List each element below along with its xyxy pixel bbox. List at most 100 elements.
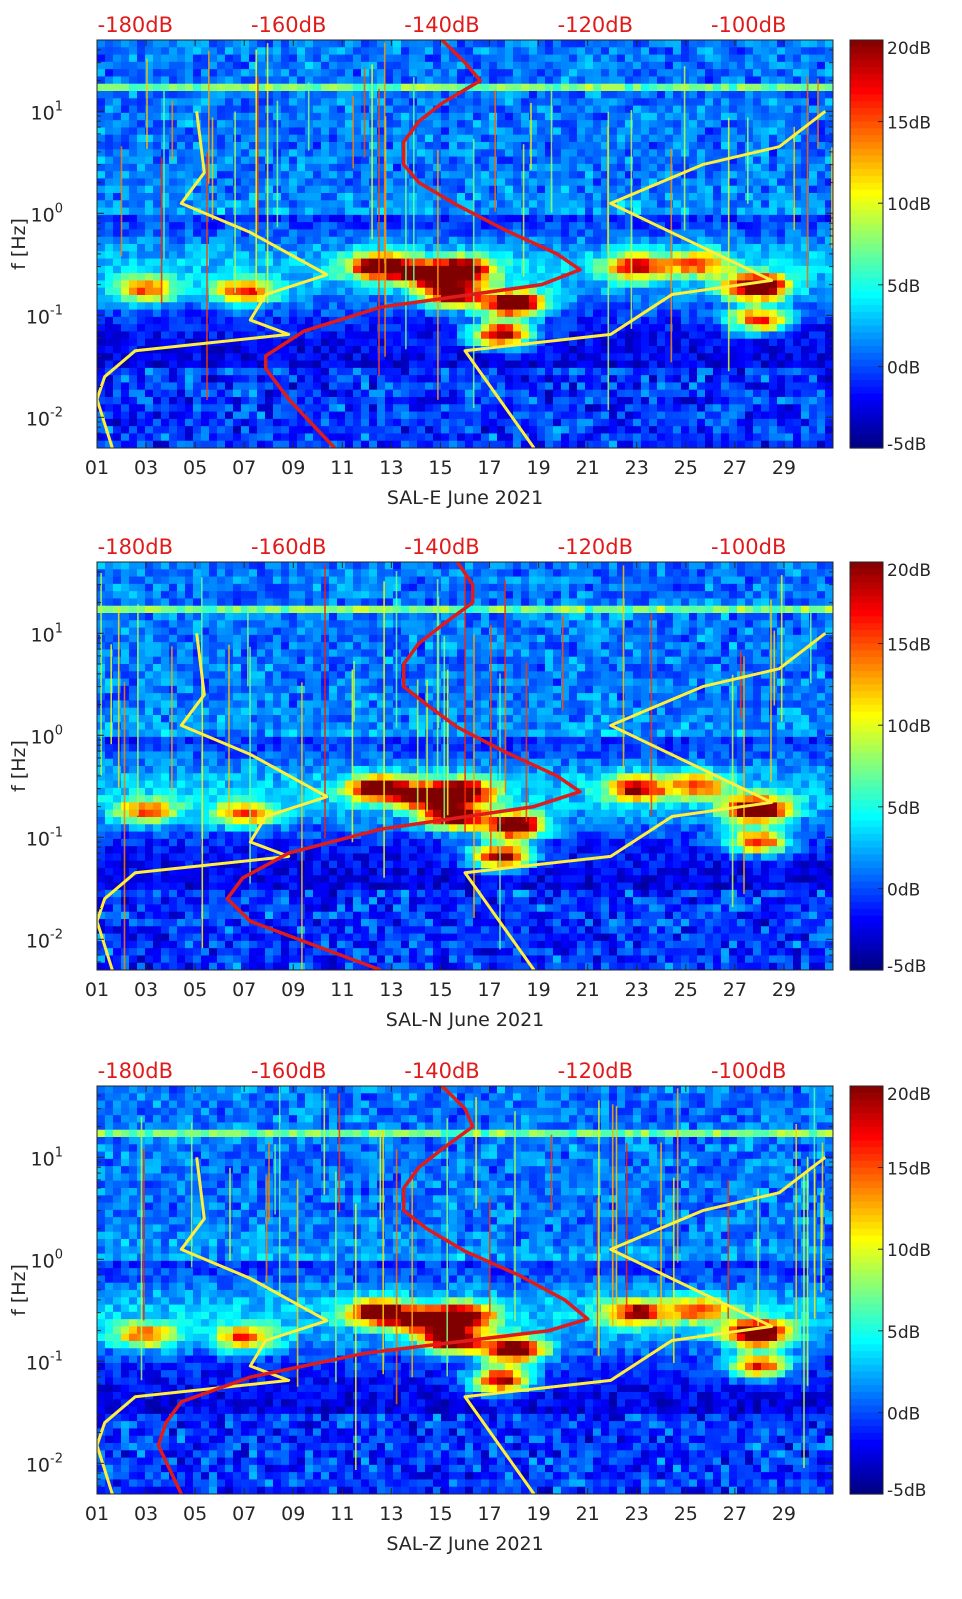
spectrogram-cell [433,433,442,442]
spectrogram-cell [233,127,242,136]
spectrogram-cell [457,200,466,209]
spectrogram-cell [753,200,762,209]
spectrogram-cell [593,61,602,70]
spectrogram-cell [721,265,730,274]
spectrogram-cell [713,207,722,216]
spectrogram-cell [721,295,730,303]
spectrogram-cell [681,258,690,267]
spectrogram-cell [209,433,218,442]
spectrogram-cell [265,433,274,442]
spectrogram-cell [665,251,674,260]
spectrogram-cell [769,426,778,435]
spectrogram-cell [585,367,594,376]
spectrogram-cell [777,91,786,99]
spectrogram-cell [409,426,418,435]
spectrogram-cell [737,244,746,252]
spectrogram-cell [353,316,362,325]
spectrogram-cell [425,142,434,150]
spectrogram-cell [625,411,634,420]
spectrogram-cell [761,178,770,187]
spectrogram-cell [649,346,658,354]
spectrogram-cell [465,404,474,413]
spectrogram-cell [121,338,130,347]
spectrogram-cell [449,244,458,252]
spectrogram-cell [353,98,362,107]
spectrogram-cell [641,222,650,231]
spectrogram-cell [625,171,634,180]
spectrogram-cell [705,418,714,427]
spectrogram-cell [465,280,474,289]
spectrogram-cell [473,316,482,325]
spectrogram-cell [257,382,266,391]
spectrogram-cell [169,54,178,63]
spectrogram-cell [201,149,210,158]
spectrogram-cell [161,418,170,427]
spectrogram-cell [241,40,250,48]
spectrogram-cell [761,316,770,325]
spectrogram-cell [769,411,778,420]
spectrogram-cell [793,367,802,376]
spectrogram-cell [281,265,290,274]
spectrogram-cell [385,134,394,143]
spectrogram-cell [145,287,154,296]
spectrogram-cell [593,40,602,48]
spectrogram-cell [561,142,570,150]
spectrogram-cell [169,331,178,340]
spectrogram-cell [113,207,122,216]
spectrogram-cell [497,200,506,209]
spectrogram-cell [641,265,650,274]
spectrogram-cell [529,324,538,333]
spectrogram-cell [113,54,122,63]
spectrogram-cell [737,433,746,442]
spectrogram-cell [481,61,490,70]
spectrogram-cell [281,433,290,442]
spectrogram-cell [601,83,610,92]
spectrogram-cell [241,258,250,267]
spectrogram-cell [481,295,490,303]
spectrogram-cell [249,426,258,435]
spectrogram-cell [305,178,314,187]
spectrogram-cell [185,418,194,427]
spectrogram-cell [193,404,202,413]
spectrogram-cell [297,265,306,274]
spectrogram-cell [385,127,394,136]
spectrogram-cell [737,316,746,325]
spectrogram-cell [753,287,762,296]
spectrogram-cell [481,207,490,216]
spectrogram-cell [257,331,266,340]
spectrogram-cell [497,404,506,413]
spectrogram-cell [153,338,162,347]
spectrogram-cell [377,309,386,318]
spectrogram-cell [593,98,602,107]
spectrogram-cell [729,134,738,143]
spectrogram-cell [713,258,722,267]
spectrogram-cell [353,244,362,252]
spectrogram-cell [489,112,498,121]
spectrogram-cell [441,178,450,187]
spectrogram-cell [97,54,106,63]
spectrogram-cell [345,40,354,48]
spectrogram-cell [337,83,346,92]
spectrogram-cell [505,193,514,201]
spectrogram-cell [657,273,666,282]
spectrogram-cell [489,367,498,376]
spectrogram-cell [145,69,154,78]
spectrogram-cell [785,171,794,180]
spectrogram-cell [129,214,138,223]
spectrogram-cell [601,389,610,398]
spectrogram-cell [329,404,338,413]
spectrogram-cell [113,411,122,420]
spectrogram-cell [417,353,426,362]
spectrogram-cell [617,76,626,85]
spectrogram-cell [513,156,522,165]
spectrogram-cell [793,54,802,63]
spectrogram-cell [169,222,178,231]
spectrogram-cell [569,214,578,223]
spectrogram-cell [97,426,106,435]
spectrogram-cell [161,397,170,405]
spectrogram-cell [705,360,714,369]
spectrogram-cell [217,91,226,99]
spectrogram-cell [201,302,210,311]
spectrogram-cell [601,156,610,165]
spectrogram-cell [561,309,570,318]
